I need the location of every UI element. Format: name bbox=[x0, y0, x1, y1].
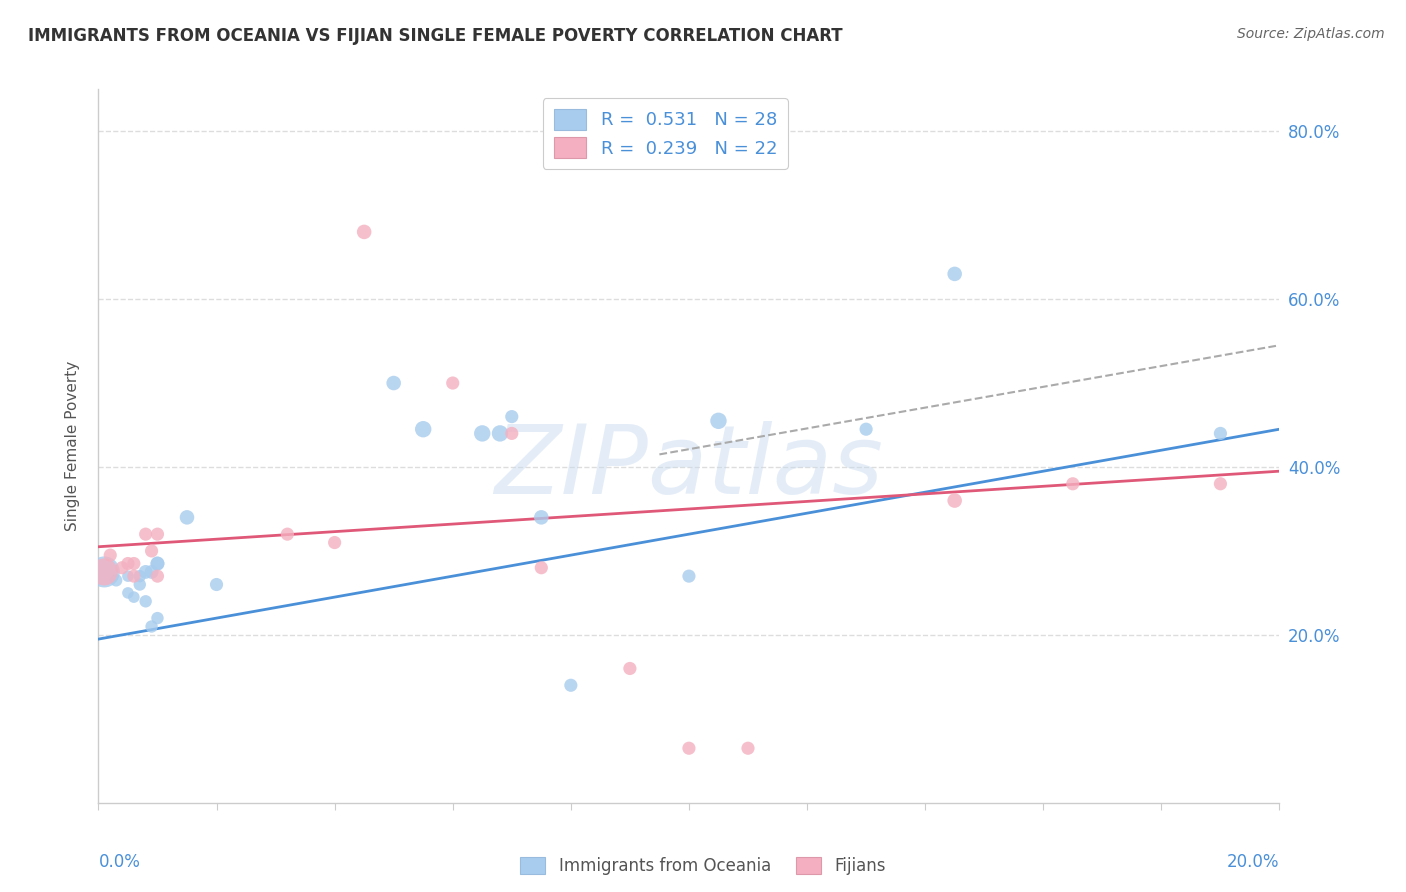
Point bbox=[128, 577, 150, 591]
Point bbox=[501, 426, 523, 441]
Point bbox=[678, 569, 700, 583]
Point bbox=[530, 510, 553, 524]
Point bbox=[323, 535, 346, 549]
Point bbox=[678, 741, 700, 756]
Point bbox=[1062, 476, 1084, 491]
Point bbox=[382, 376, 405, 390]
Point bbox=[117, 569, 139, 583]
Point bbox=[111, 560, 134, 574]
Point bbox=[560, 678, 582, 692]
Text: IMMIGRANTS FROM OCEANIA VS FIJIAN SINGLE FEMALE POVERTY CORRELATION CHART: IMMIGRANTS FROM OCEANIA VS FIJIAN SINGLE… bbox=[28, 27, 842, 45]
Point bbox=[122, 557, 145, 571]
Point bbox=[943, 493, 966, 508]
Point bbox=[122, 569, 145, 583]
Point bbox=[93, 565, 115, 579]
Legend: R =  0.531   N = 28, R =  0.239   N = 22: R = 0.531 N = 28, R = 0.239 N = 22 bbox=[543, 98, 787, 169]
Point bbox=[141, 544, 163, 558]
Point bbox=[93, 565, 115, 579]
Point bbox=[146, 569, 169, 583]
Text: ZIPatlas: ZIPatlas bbox=[495, 421, 883, 514]
Y-axis label: Single Female Poverty: Single Female Poverty bbox=[65, 361, 80, 531]
Point bbox=[128, 569, 150, 583]
Text: Source: ZipAtlas.com: Source: ZipAtlas.com bbox=[1237, 27, 1385, 41]
Point bbox=[737, 741, 759, 756]
Point bbox=[943, 267, 966, 281]
Point bbox=[105, 574, 128, 588]
Legend: Immigrants from Oceania, Fijians: Immigrants from Oceania, Fijians bbox=[513, 850, 893, 882]
Text: 0.0%: 0.0% bbox=[98, 853, 141, 871]
Point bbox=[135, 565, 157, 579]
Point bbox=[122, 590, 145, 604]
Point bbox=[489, 426, 512, 441]
Point bbox=[501, 409, 523, 424]
Point bbox=[353, 225, 375, 239]
Point bbox=[98, 548, 121, 562]
Point bbox=[471, 426, 494, 441]
Point bbox=[141, 565, 163, 579]
Point bbox=[146, 527, 169, 541]
Point bbox=[117, 586, 139, 600]
Point bbox=[1209, 426, 1232, 441]
Point bbox=[855, 422, 877, 436]
Point bbox=[146, 557, 169, 571]
Point bbox=[135, 527, 157, 541]
Point bbox=[707, 414, 730, 428]
Point bbox=[146, 557, 169, 571]
Point bbox=[412, 422, 434, 436]
Point bbox=[135, 594, 157, 608]
Point bbox=[619, 661, 641, 675]
Point bbox=[146, 611, 169, 625]
Point bbox=[176, 510, 198, 524]
Point bbox=[1209, 476, 1232, 491]
Point bbox=[205, 577, 228, 591]
Point bbox=[530, 560, 553, 574]
Point bbox=[441, 376, 464, 390]
Point bbox=[141, 619, 163, 633]
Point bbox=[276, 527, 298, 541]
Point bbox=[117, 557, 139, 571]
Text: 20.0%: 20.0% bbox=[1227, 853, 1279, 871]
